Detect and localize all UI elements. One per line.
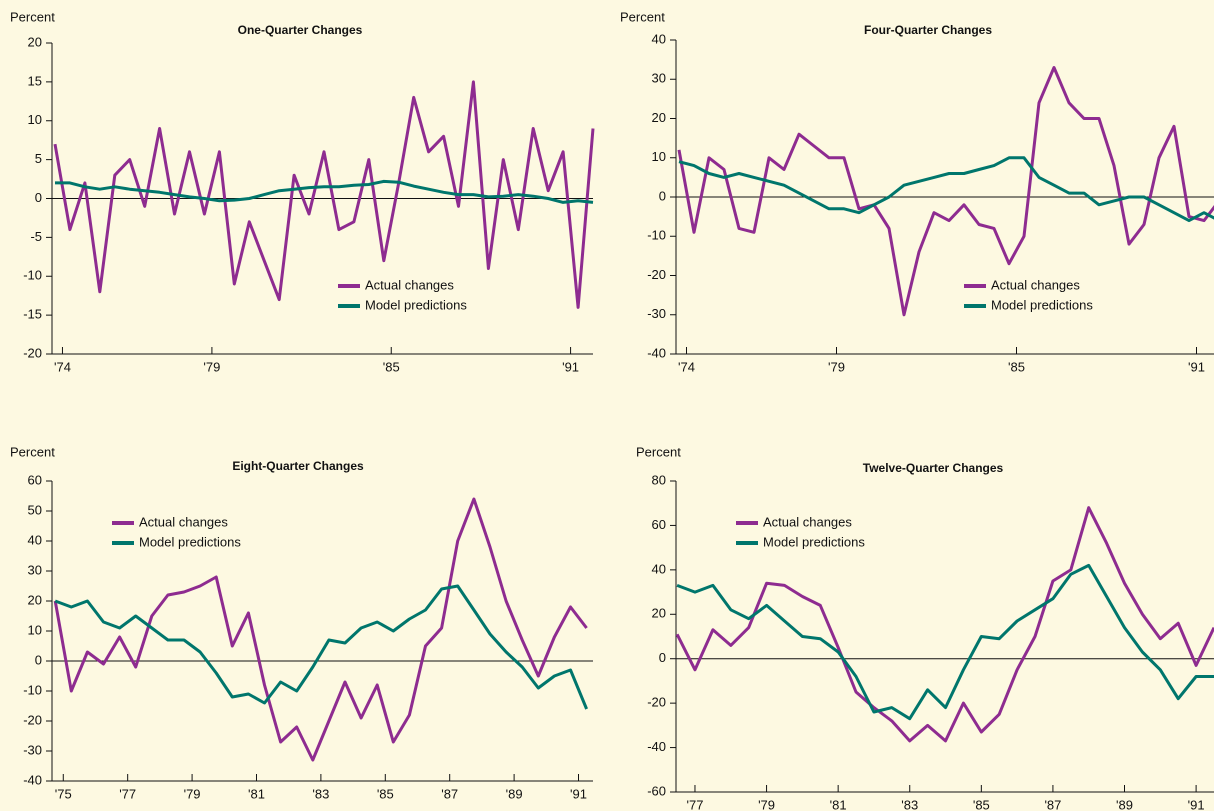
y-tick-label: 0: [35, 652, 42, 667]
y-tick-label: 40: [28, 532, 42, 547]
y-tick-label: -30: [647, 306, 666, 321]
plot-area: [677, 66, 1214, 317]
y-tick-label: 20: [652, 606, 666, 621]
plot-area: [53, 497, 588, 762]
y-tick-label: 50: [28, 502, 42, 517]
chart-panel: Percent Eight-Quarter Changes -40 -30 -20 -10…: [10, 444, 593, 801]
x-tick-label: '85: [973, 797, 990, 811]
y-axis-label: Percent: [636, 444, 681, 459]
y-tick-label: 60: [28, 472, 42, 487]
y-tick-label: 0: [659, 650, 666, 665]
series-line: [53, 80, 595, 309]
series-line: [677, 66, 1214, 317]
y-tick-label: 20: [28, 34, 42, 49]
legend-label: Actual changes: [991, 277, 1080, 292]
y-tick-label: 30: [652, 71, 666, 86]
y-tick-label: 10: [652, 149, 666, 164]
y-tick-label: -10: [647, 228, 666, 243]
x-tick-label: '83: [901, 797, 918, 811]
x-tick-label: '75: [55, 786, 72, 801]
y-tick-label: -30: [23, 742, 42, 757]
x-tick-label: '85: [1008, 359, 1025, 374]
y-tick-label: 60: [652, 517, 666, 532]
y-tick-label: -20: [23, 712, 42, 727]
legend-label: Model predictions: [365, 297, 467, 312]
y-tick-label: -40: [23, 772, 42, 787]
x-tick-label: '81: [830, 797, 847, 811]
legend-label: Actual changes: [763, 514, 852, 529]
chart-title: One-Quarter Changes: [238, 23, 363, 37]
y-tick-label: 40: [652, 561, 666, 576]
y-tick-label: 40: [652, 31, 666, 46]
y-tick-label: -10: [23, 268, 42, 283]
x-tick-label: '74: [54, 359, 71, 374]
x-tick-label: '79: [184, 786, 201, 801]
y-tick-label: -20: [23, 345, 42, 360]
legend-label: Actual changes: [365, 277, 454, 292]
series-line: [676, 563, 1214, 721]
x-tick-label: '87: [441, 786, 458, 801]
x-tick-label: '85: [377, 786, 394, 801]
y-tick-label: -60: [647, 783, 666, 798]
y-axis-label: Percent: [620, 9, 665, 24]
chart-title: Twelve-Quarter Changes: [863, 461, 1004, 475]
y-axis-label: Percent: [10, 9, 55, 24]
legend-label: Model predictions: [763, 534, 865, 549]
legend-label: Model predictions: [139, 534, 241, 549]
y-tick-label: -15: [23, 307, 42, 322]
y-tick-label: 20: [28, 592, 42, 607]
x-tick-label: '74: [678, 359, 695, 374]
x-tick-label: '89: [1116, 797, 1133, 811]
chart-panel: Percent Four-Quarter Changes -40 -30 -20 -10 0…: [620, 9, 1214, 374]
series-line: [675, 506, 1214, 743]
legend-label: Model predictions: [991, 297, 1093, 312]
x-tick-label: '87: [1044, 797, 1061, 811]
x-tick-label: '83: [312, 786, 329, 801]
x-tick-label: '77: [119, 786, 136, 801]
y-tick-label: 10: [28, 622, 42, 637]
chart-panel: Percent One-Quarter Changes -20 -15 -10 -5 0 5 1…: [10, 9, 595, 374]
series-line: [54, 584, 588, 710]
y-axis-label: Percent: [10, 444, 55, 459]
y-tick-label: -40: [647, 345, 666, 360]
chart-title: Eight-Quarter Changes: [232, 459, 364, 473]
y-tick-label: 15: [28, 73, 42, 88]
plot-area: [675, 506, 1214, 743]
chart-panel: Percent Twelve-Quarter Changes -60 -40 -20 0 2…: [636, 444, 1214, 811]
x-tick-label: '91: [1188, 359, 1205, 374]
y-tick-label: 30: [28, 562, 42, 577]
y-tick-label: -20: [647, 267, 666, 282]
x-tick-label: '89: [506, 786, 523, 801]
x-tick-label: '79: [203, 359, 220, 374]
y-tick-label: 80: [652, 472, 666, 487]
x-tick-label: '91: [562, 359, 579, 374]
legend-label: Actual changes: [139, 514, 228, 529]
y-tick-label: -40: [647, 739, 666, 754]
series-line: [55, 179, 594, 204]
y-tick-label: 0: [659, 188, 666, 203]
y-tick-label: 20: [652, 110, 666, 125]
x-tick-label: '91: [570, 786, 587, 801]
x-tick-label: '85: [383, 359, 400, 374]
y-tick-label: -20: [647, 695, 666, 710]
chart-title: Four-Quarter Changes: [864, 23, 992, 37]
y-tick-label: 0: [35, 190, 42, 205]
series-line: [53, 497, 588, 762]
x-tick-label: '79: [758, 797, 775, 811]
x-tick-label: '91: [1188, 797, 1205, 811]
x-tick-label: '79: [828, 359, 845, 374]
y-tick-label: 5: [35, 151, 42, 166]
x-tick-label: '77: [686, 797, 703, 811]
y-tick-label: -5: [30, 229, 42, 244]
x-tick-label: '81: [248, 786, 265, 801]
series-line: [678, 156, 1214, 223]
y-tick-label: -10: [23, 682, 42, 697]
y-tick-label: 10: [28, 112, 42, 127]
plot-area: [53, 80, 595, 309]
